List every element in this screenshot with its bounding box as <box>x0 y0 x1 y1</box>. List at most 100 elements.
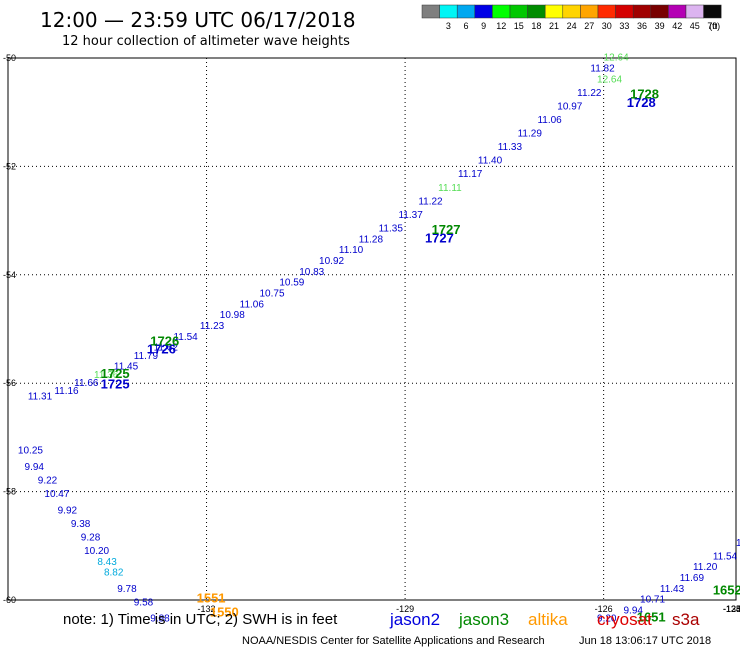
swh-value-label: 9.94 <box>25 462 45 473</box>
y-tick-label: -60 <box>3 595 16 605</box>
swh-value-label: 10.20 <box>84 546 109 557</box>
swh-value-label: 11.10 <box>339 245 364 256</box>
swh-value-label: 11.23 <box>200 321 225 332</box>
y-tick-label: -54 <box>3 270 16 280</box>
color-scale-legend: 3 6 9 12 15 18 21 24 27 30 33 36 39 42 45 70(ft) <box>421 4 722 31</box>
swh-value-label: 10.59 <box>279 278 304 289</box>
swh-value-label: 8.82 <box>104 568 124 579</box>
x-tick-label: -123 <box>723 604 740 614</box>
swh-value-label: 11.20 <box>693 562 718 573</box>
swh-value-label: 11.82 <box>590 64 615 75</box>
legend-swatch <box>527 4 546 19</box>
x-tick-label: -132 <box>198 604 216 614</box>
x-tick-label: -135 <box>723 604 740 614</box>
swh-value-label: 11.35 <box>379 223 404 234</box>
swh-value-label: 12.64 <box>597 74 622 85</box>
footer-note: note: 1) Time is in UTC; 2) SWH is in fe… <box>63 611 338 628</box>
swh-value-label: 10.92 <box>319 256 344 267</box>
swh-value-label: 11.22 <box>418 196 443 207</box>
legend-swatch <box>439 4 458 19</box>
legend-tick-label: 70 <box>707 21 717 31</box>
swh-value-label: 11.29 <box>518 129 543 140</box>
y-tick-label: -52 <box>3 161 16 171</box>
time-label: 1728 <box>630 87 659 102</box>
time-label: 1727 <box>432 222 461 237</box>
swh-value-label: 11.06 <box>537 115 562 126</box>
swh-value-label: 11.17 <box>458 169 483 180</box>
swh-value-label: 11.36 <box>94 370 119 381</box>
swh-value-label: 9.28 <box>81 532 101 543</box>
swh-value-label: 11.58 <box>736 538 740 549</box>
legend-swatch <box>668 4 687 19</box>
swh-value-label: 11.54 <box>173 332 198 343</box>
legend-unit: (ft) <box>709 21 720 31</box>
plot-frame <box>7 57 737 601</box>
swh-value-label: 11.69 <box>680 573 705 584</box>
legend-swatch <box>474 4 493 19</box>
swh-value-label: 11.33 <box>498 142 523 153</box>
legend-swatch <box>562 4 581 19</box>
y-tick-label: -50 <box>3 53 16 63</box>
legend-tick-label: 12 <box>496 21 506 31</box>
plot-grid <box>8 58 736 600</box>
time-label: 1551 <box>197 591 226 606</box>
y-tick-label: -56 <box>3 378 16 388</box>
satellite-jason3: jason3 <box>458 610 509 629</box>
swh-value-label: 11.40 <box>478 156 503 167</box>
legend-tick-label: 45 <box>690 21 700 31</box>
legend-tick-label: 21 <box>549 21 559 31</box>
legend-swatch <box>509 4 528 19</box>
time-label: 1727 <box>425 230 454 245</box>
legend-tick-label: 33 <box>619 21 629 31</box>
time-label: 1726 <box>147 341 176 356</box>
legend-swatch <box>615 4 634 19</box>
swh-value-label: 9.22 <box>38 475 58 486</box>
swh-value-label: 10.71 <box>640 595 665 606</box>
swh-value-label: 10.83 <box>299 267 324 278</box>
legend-tick-label: 6 <box>463 21 468 31</box>
swh-value-label: 11.28 <box>359 234 384 245</box>
swh-value-label: 11.37 <box>398 210 423 221</box>
y-tick-label: -58 <box>3 487 16 497</box>
swh-value-label: 10.75 <box>259 288 284 299</box>
legend-swatch <box>544 4 564 19</box>
swh-value-label: 11.11 <box>438 183 462 194</box>
swh-value-label: 9.88 <box>150 614 170 625</box>
swh-value-label: 10.98 <box>220 310 245 321</box>
swh-value-label: 12.64 <box>604 53 629 64</box>
legend-tick-label: 42 <box>672 21 682 31</box>
legend-tick-label: 15 <box>514 21 524 31</box>
swh-value-label: 9.78 <box>117 584 137 595</box>
swh-value-label: 10.25 <box>18 446 43 457</box>
satellite-legend: jason2 jason3 altika cryosat s3a <box>389 610 700 629</box>
footer-timestamp: Jun 18 13:06:17 UTC 2018 <box>579 635 711 647</box>
legend-tick-label: 9 <box>481 21 486 31</box>
legend-swatch <box>492 4 511 19</box>
swh-value-label: 9.94 <box>623 606 643 617</box>
swh-value-label: 11.45 <box>114 362 139 373</box>
satellite-cryosat: cryosat <box>597 610 652 629</box>
footer-credit: NOAA/NESDIS Center for Satellite Applica… <box>242 635 545 647</box>
swh-value-label: 9.92 <box>58 505 78 516</box>
x-tick-label: -124 <box>723 604 740 614</box>
legend-tick-label: 30 <box>602 21 612 31</box>
swh-value-label: 11.31 <box>28 391 53 402</box>
satellite-s3a: s3a <box>672 610 700 629</box>
legend-swatch <box>685 4 704 19</box>
satellite-jason2: jason2 <box>389 610 440 629</box>
satellite-altika: altika <box>528 610 568 629</box>
time-label: 1651 <box>637 610 666 625</box>
swh-value-label: 11.16 <box>54 386 79 397</box>
legend-swatch <box>421 4 440 19</box>
x-tick-label: -126 <box>595 604 613 614</box>
legend-tick-label: 24 <box>567 21 577 31</box>
legend-swatch <box>456 4 476 19</box>
swh-value-label: 11.54 <box>713 551 738 562</box>
legend-swatch <box>597 4 616 19</box>
swh-value-label: 9.20 <box>597 614 617 625</box>
chart-subtitle: 12 hour collection of altimeter wave hei… <box>62 34 350 49</box>
time-label: 1550 <box>210 604 239 619</box>
swh-value-label: 11.43 <box>660 584 685 595</box>
swh-value-label: 11.22 <box>577 88 602 99</box>
